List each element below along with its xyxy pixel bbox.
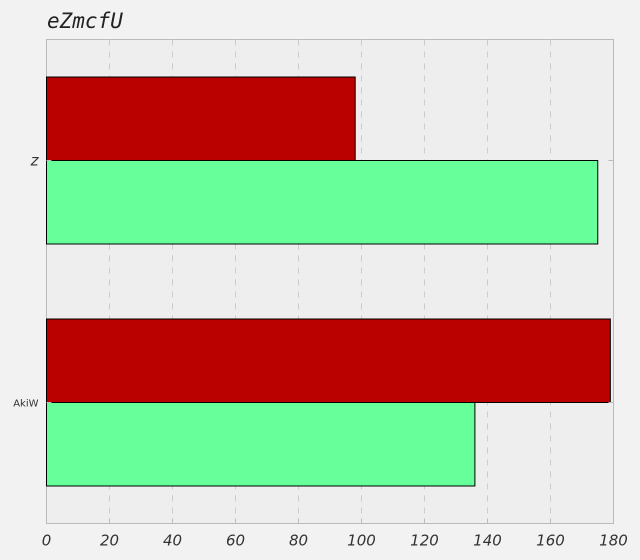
x-tick-label: 80 <box>289 532 308 550</box>
bar-AkiW-series-2 <box>46 402 476 487</box>
bar-z-series-2 <box>46 160 599 245</box>
y-tick-label: z <box>30 152 40 170</box>
y-axis-ticks: z AkiW <box>13 152 614 410</box>
x-tick-label: 20 <box>100 532 119 550</box>
x-tick-label: 60 <box>226 532 245 550</box>
x-tick-label: 120 <box>410 532 439 550</box>
bar-z-series-1 <box>46 76 356 161</box>
x-tick-label: 160 <box>536 532 565 550</box>
x-tick-label: 40 <box>163 532 182 550</box>
x-tick-label: 0 <box>42 532 52 550</box>
bars-group <box>46 76 611 487</box>
x-tick-label: 180 <box>599 532 628 550</box>
y-tick-label: AkiW <box>13 399 38 410</box>
grid-lines <box>109 39 551 524</box>
x-tick-label: 140 <box>473 532 502 550</box>
x-tick-label: 100 <box>347 532 376 550</box>
x-axis-ticks: 0 20 40 60 80 100 120 140 160 180 <box>42 518 628 550</box>
bar-AkiW-series-1 <box>46 318 611 404</box>
chart-title: eZmcfU <box>47 9 123 33</box>
